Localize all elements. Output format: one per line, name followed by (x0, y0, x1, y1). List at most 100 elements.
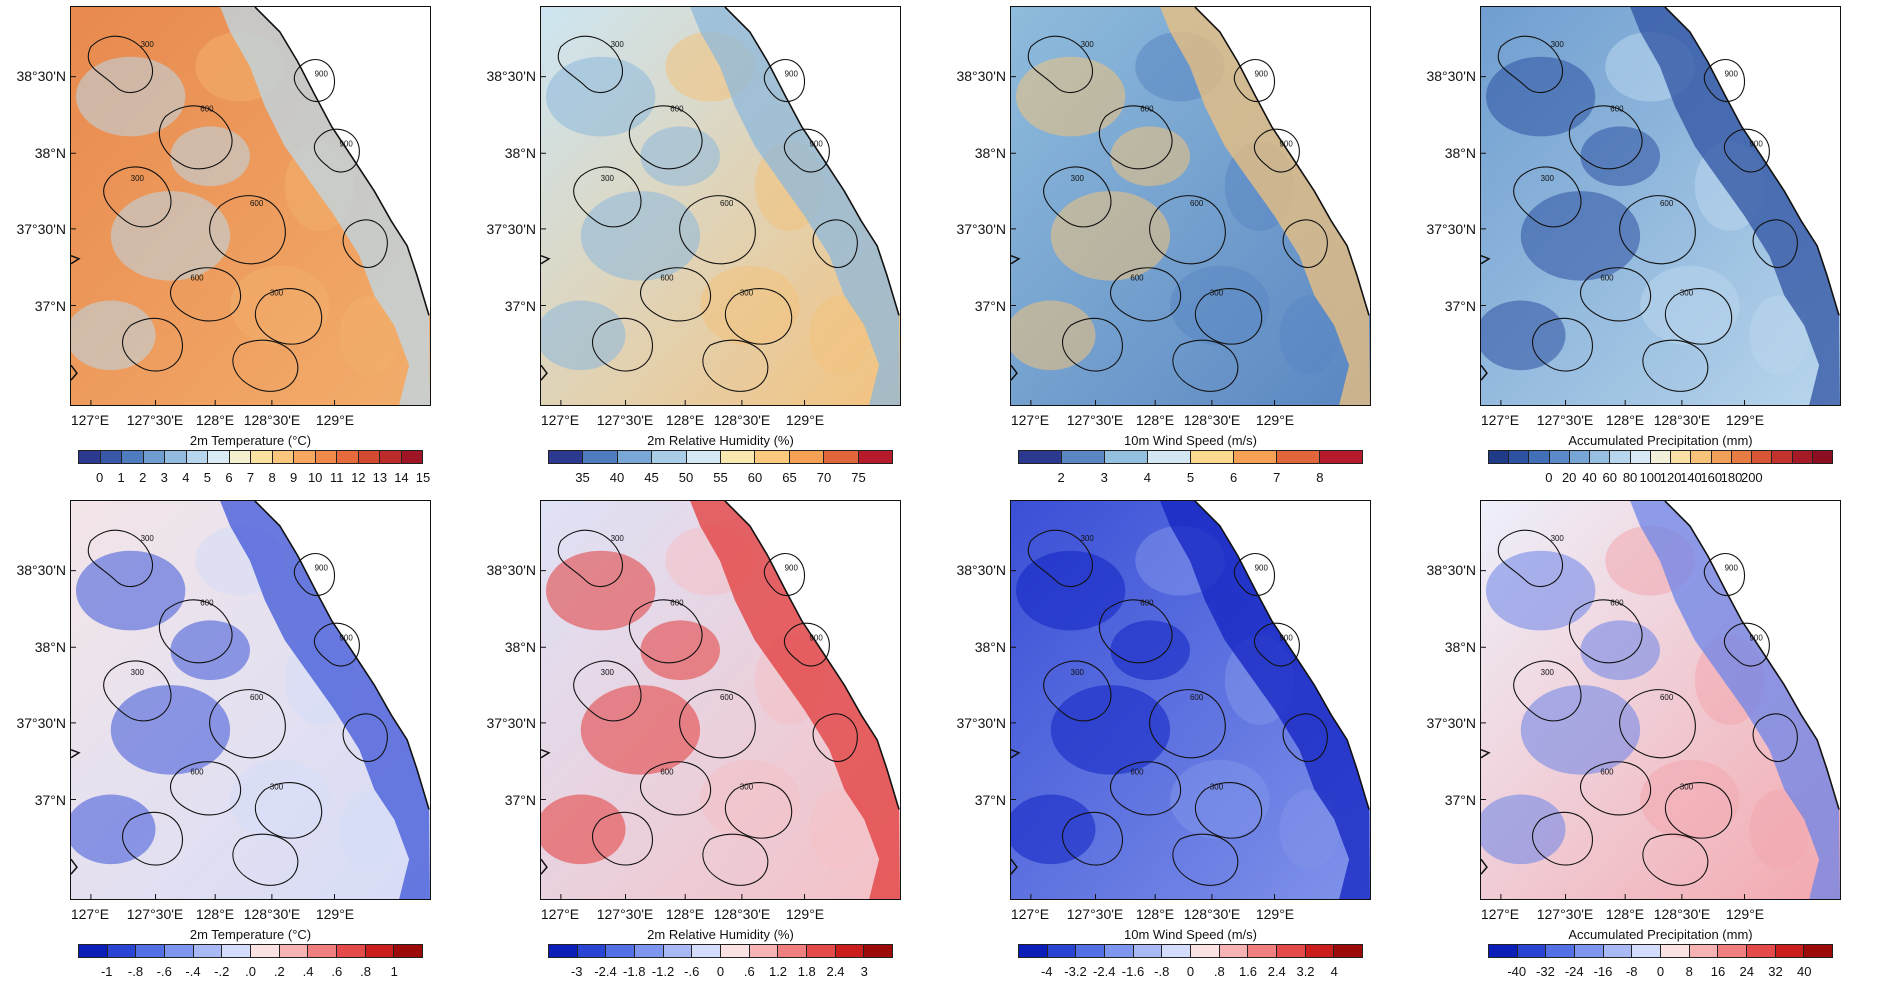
colorbar-segment (652, 451, 687, 463)
colorbar-segment (617, 451, 653, 463)
map-field-svg: 300 600 300 600 900 600 300 900 (541, 7, 900, 405)
map-area: 300 600 300 600 900 600 300 900 (1010, 6, 1371, 406)
colorbar-segment (1549, 451, 1570, 463)
colorbar-segment (380, 451, 402, 463)
colorbar-segment (721, 451, 756, 463)
colorbar-segment (755, 451, 790, 463)
colorbar-segment (1277, 451, 1320, 463)
terrain-contour (1027, 529, 1093, 588)
terrain-contour (812, 219, 858, 269)
colorbar-tick-label: 1.8 (797, 964, 816, 979)
coastline (724, 7, 900, 316)
map-panel-bottom-4: 38°30'N 38°N 37°30'N 37°N 300 600 300 600 900 600… (1410, 494, 1850, 989)
terrain-contour (232, 833, 299, 886)
colorbar-title: 2m Relative Humidity (%) (647, 927, 794, 942)
terrain-contour (1703, 59, 1746, 102)
coastline (1664, 7, 1840, 316)
field-patch (1170, 759, 1270, 840)
field-patch (1640, 759, 1740, 840)
coastal-band (1630, 501, 1840, 899)
colorbar-tick-label: -8 (1625, 964, 1638, 979)
terrain-contour (702, 833, 769, 886)
contour-label: 600 (1660, 199, 1674, 208)
colorbar-segment (1219, 945, 1249, 957)
colorbar-tick-label: 0 (1656, 964, 1665, 979)
sea-area (1664, 501, 1840, 810)
colorbar-tick-label: 50 (678, 470, 694, 485)
terrain-contour (1027, 35, 1093, 94)
colorbar-segment (251, 451, 273, 463)
colorbar (1018, 944, 1363, 958)
field-patch (1279, 295, 1340, 376)
longitude-label: 127°E (1480, 412, 1520, 428)
contour-label: 300 (1541, 174, 1555, 183)
longitude-label: 127°30'E (126, 906, 184, 922)
terrain-contour (1619, 689, 1696, 759)
field-patch (1640, 265, 1740, 346)
longitude-label: 128°30'E (243, 412, 301, 428)
contour-label: 900 (810, 139, 824, 148)
colorbar-tick-label: 200 (1740, 470, 1763, 485)
field-patch (1485, 550, 1596, 631)
colorbar-tick-label: 4 (1143, 470, 1151, 485)
colorbar (1488, 450, 1833, 464)
colorbar-tick-label: -1.2 (651, 964, 675, 979)
terrain-contour (1195, 782, 1263, 839)
latitude-label: 38°N (1444, 145, 1476, 161)
contour-label: 300 (1551, 534, 1565, 543)
colorbar (548, 450, 893, 464)
colorbar-segment (1248, 945, 1278, 957)
colorbar-segment (835, 945, 865, 957)
coastline (724, 501, 900, 810)
terrain-contour (1642, 339, 1709, 392)
terrain-contour (1619, 195, 1696, 265)
field-patch (541, 300, 626, 371)
colorbar-segment (308, 945, 338, 957)
contour-label: 300 (611, 40, 625, 49)
latitude-label: 37°30'N (16, 221, 66, 237)
terrain-contour (209, 195, 286, 265)
field-patch (75, 550, 186, 631)
colorbar-tick-label: .4 (302, 964, 314, 979)
terrain-contour (313, 128, 360, 173)
longitude-label: 128°E (195, 906, 235, 922)
colorbar-segment (1191, 945, 1220, 957)
map-panel-top-3: 38°30'N 38°N 37°30'N 37°N 300 600 300 600 900 600… (940, 0, 1380, 495)
colorbar-labels: -3 -2.4 -1.8 -1.2 -.6 0 .6 1.2 1.8 2.4 3 (548, 964, 893, 980)
colorbar-tick-label: 65 (782, 470, 797, 485)
contour-label: 900 (315, 564, 329, 573)
longitude-label: 128°30'E (1653, 906, 1711, 922)
contour-label: 600 (720, 693, 734, 702)
terrain-contour (1665, 288, 1733, 345)
sea-area (724, 7, 900, 316)
colorbar-tick-label: 2 (1057, 470, 1065, 485)
terrain-contour (87, 35, 153, 94)
colorbar-tick-label: 1.2 (768, 964, 788, 979)
map-field-svg: 300 600 300 600 900 600 300 900 (71, 7, 430, 405)
latitude-label: 37°N (504, 298, 536, 314)
terrain-contour (1099, 599, 1173, 664)
colorbar-tick-label: 13 (372, 470, 388, 485)
contour-label: 300 (601, 668, 615, 677)
west-coast-mark (71, 255, 81, 381)
terrain-contour (1061, 811, 1123, 866)
terrain-contour (557, 35, 623, 94)
latitude-label: 38°30'N (16, 68, 66, 84)
colorbar-title: 10m Wind Speed (m/s) (1124, 927, 1257, 942)
colorbar-tick-label: 55 (713, 470, 728, 485)
contour-label: 600 (190, 274, 204, 283)
coastal-band (1630, 7, 1840, 405)
latitude-label: 38°N (974, 145, 1006, 161)
colorbar-tick-label: 75 (851, 470, 866, 485)
colorbar-tick-label: -1.8 (623, 964, 646, 979)
colorbar-tick-label: 6 (225, 470, 233, 485)
field-patch (339, 295, 400, 376)
colorbar-tick-label: -1.6 (1121, 964, 1145, 979)
terrain-contour (1513, 660, 1582, 722)
colorbar-tick-label: 45 (644, 470, 659, 485)
terrain-contour (1723, 128, 1770, 173)
colorbar-tick-label: -.6 (156, 964, 172, 979)
contour-label: 300 (1081, 534, 1095, 543)
terrain-contour (1497, 529, 1563, 588)
map-area: 300 600 300 600 900 600 300 900 (70, 6, 431, 406)
